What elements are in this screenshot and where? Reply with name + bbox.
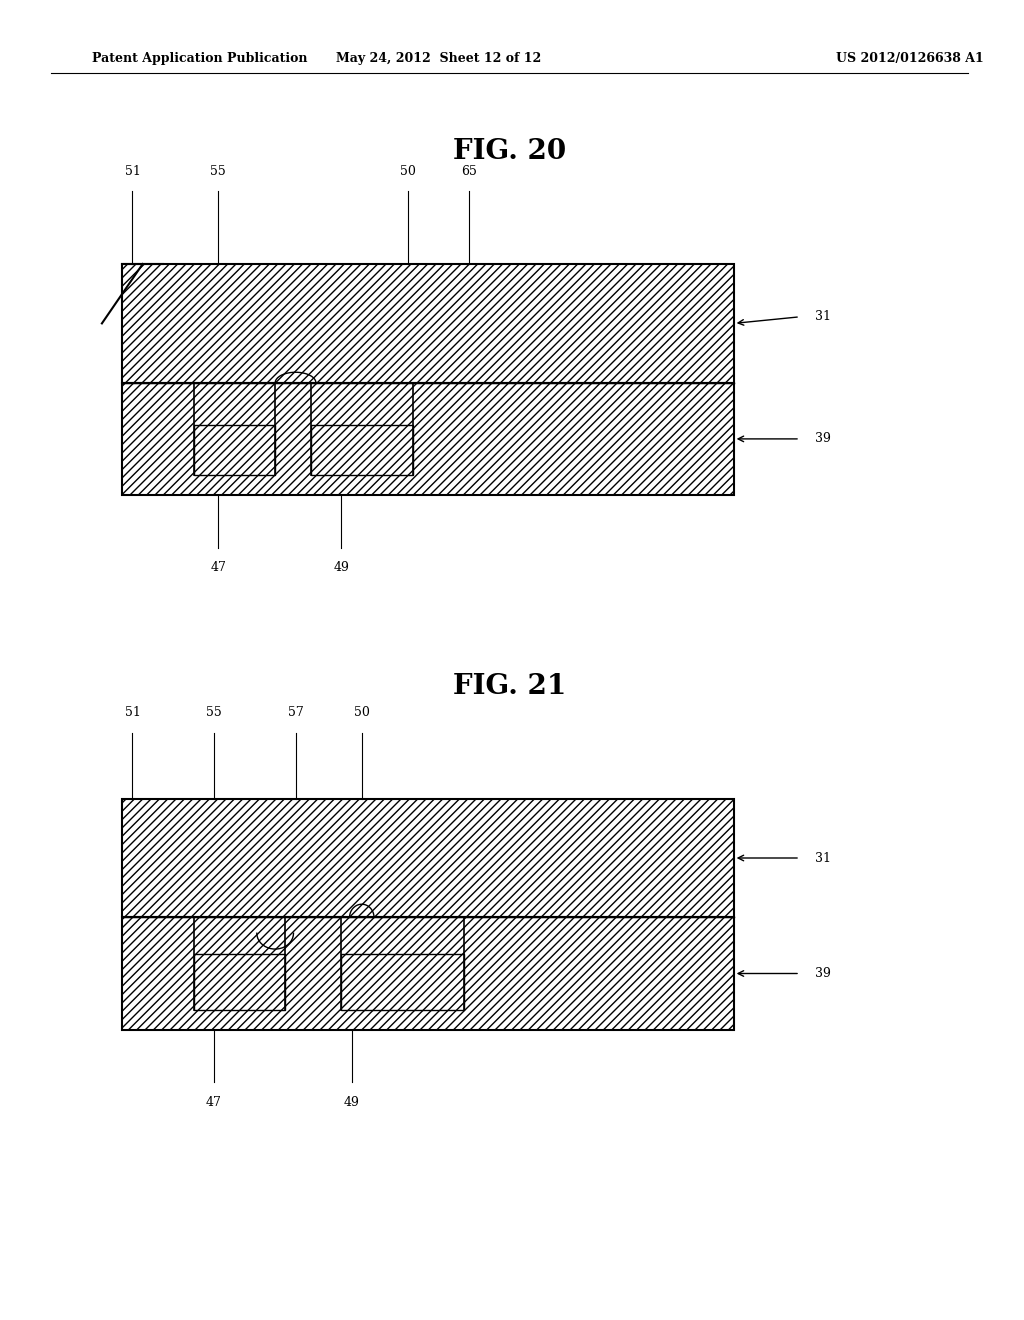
Text: 31: 31	[815, 851, 831, 865]
Text: 49: 49	[344, 1096, 359, 1109]
Bar	[194, 954, 286, 1010]
Text: 65: 65	[461, 165, 477, 178]
Text: 31: 31	[815, 310, 831, 323]
Text: 47: 47	[206, 1096, 222, 1109]
Bar	[122, 383, 734, 495]
Bar	[194, 425, 275, 475]
Text: 55: 55	[206, 706, 222, 719]
Text: FIG. 21: FIG. 21	[453, 673, 566, 700]
Text: 47: 47	[210, 561, 226, 574]
Text: May 24, 2012  Sheet 12 of 12: May 24, 2012 Sheet 12 of 12	[336, 51, 541, 65]
Bar	[122, 799, 734, 917]
Text: 49: 49	[334, 561, 349, 574]
Bar	[341, 954, 464, 1010]
Text: 51: 51	[125, 706, 140, 719]
Bar	[122, 264, 734, 383]
Text: Patent Application Publication: Patent Application Publication	[92, 51, 307, 65]
Text: 39: 39	[815, 968, 831, 979]
Bar	[122, 917, 734, 1030]
Text: FIG. 20: FIG. 20	[453, 139, 566, 165]
Bar	[122, 799, 734, 917]
Bar	[122, 383, 734, 495]
Bar	[122, 264, 734, 383]
Bar	[311, 425, 413, 475]
Text: 50: 50	[399, 165, 416, 178]
Text: 39: 39	[815, 433, 831, 445]
Text: 51: 51	[125, 165, 140, 178]
Text: US 2012/0126638 A1: US 2012/0126638 A1	[836, 51, 983, 65]
Text: 57: 57	[288, 706, 303, 719]
Text: 50: 50	[354, 706, 370, 719]
Text: 55: 55	[210, 165, 226, 178]
Bar	[122, 917, 734, 1030]
